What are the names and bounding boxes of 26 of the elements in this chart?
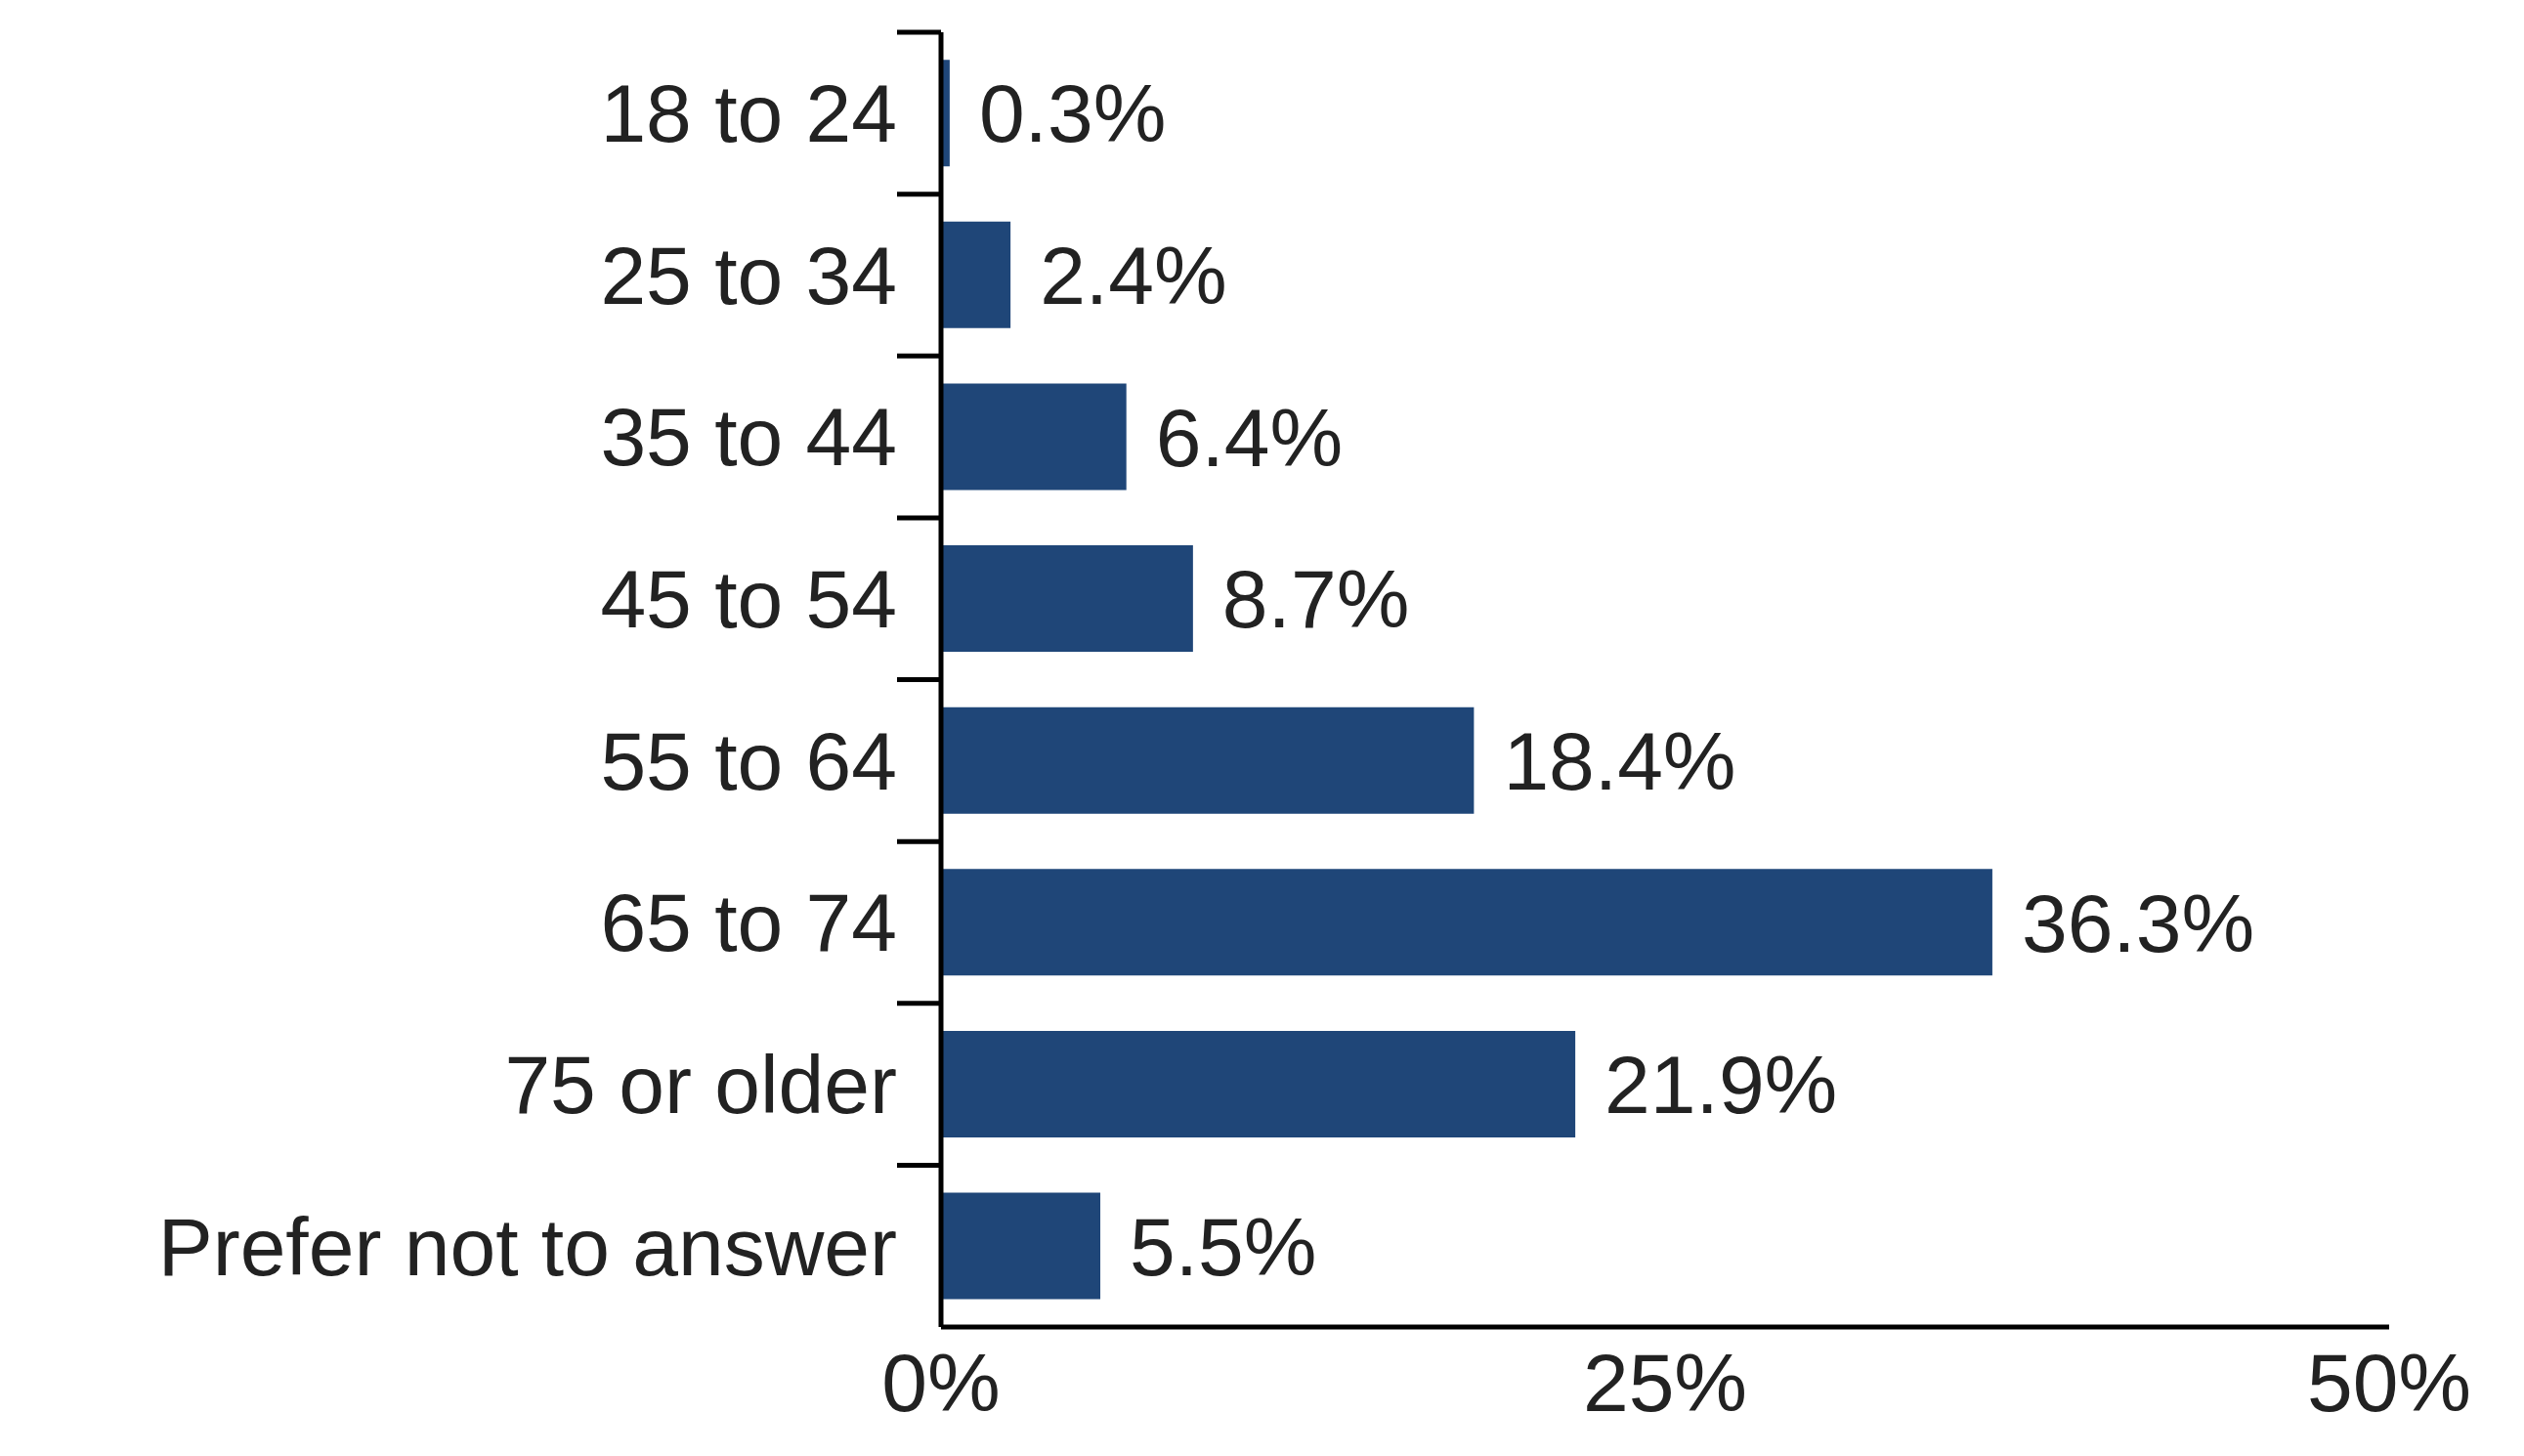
data-label: 8.7% (1221, 553, 1410, 646)
bar (941, 383, 1127, 491)
bar (941, 1030, 1576, 1137)
data-label: 2.4% (1040, 230, 1227, 322)
data-label: 5.5% (1130, 1200, 1317, 1293)
y-tick-label: Prefer not to answer (157, 1200, 897, 1293)
y-tick-label: 25 to 34 (600, 229, 897, 321)
data-label: 6.4% (1155, 391, 1344, 484)
bar (941, 707, 1475, 814)
bar (941, 545, 1193, 653)
data-label: 18.4% (1503, 714, 1736, 807)
y-tick-label: 65 to 74 (600, 877, 897, 969)
y-tick-label: 35 to 44 (600, 391, 897, 484)
data-label: 0.3% (978, 67, 1167, 160)
x-tick-label: 50% (2306, 1336, 2472, 1429)
bar (941, 1192, 1101, 1300)
data-label: 21.9% (1604, 1039, 1838, 1132)
bar (941, 221, 1011, 328)
x-tick-label: 0% (881, 1336, 1001, 1429)
y-tick-label: 75 or older (504, 1038, 897, 1131)
y-tick-label: 18 to 24 (600, 67, 897, 160)
bar (941, 869, 1992, 976)
y-tick-label: 45 to 54 (600, 553, 897, 646)
data-label: 36.3% (2021, 877, 2255, 969)
x-tick-label: 25% (1582, 1336, 1748, 1429)
y-tick-label: 55 to 64 (600, 714, 897, 807)
